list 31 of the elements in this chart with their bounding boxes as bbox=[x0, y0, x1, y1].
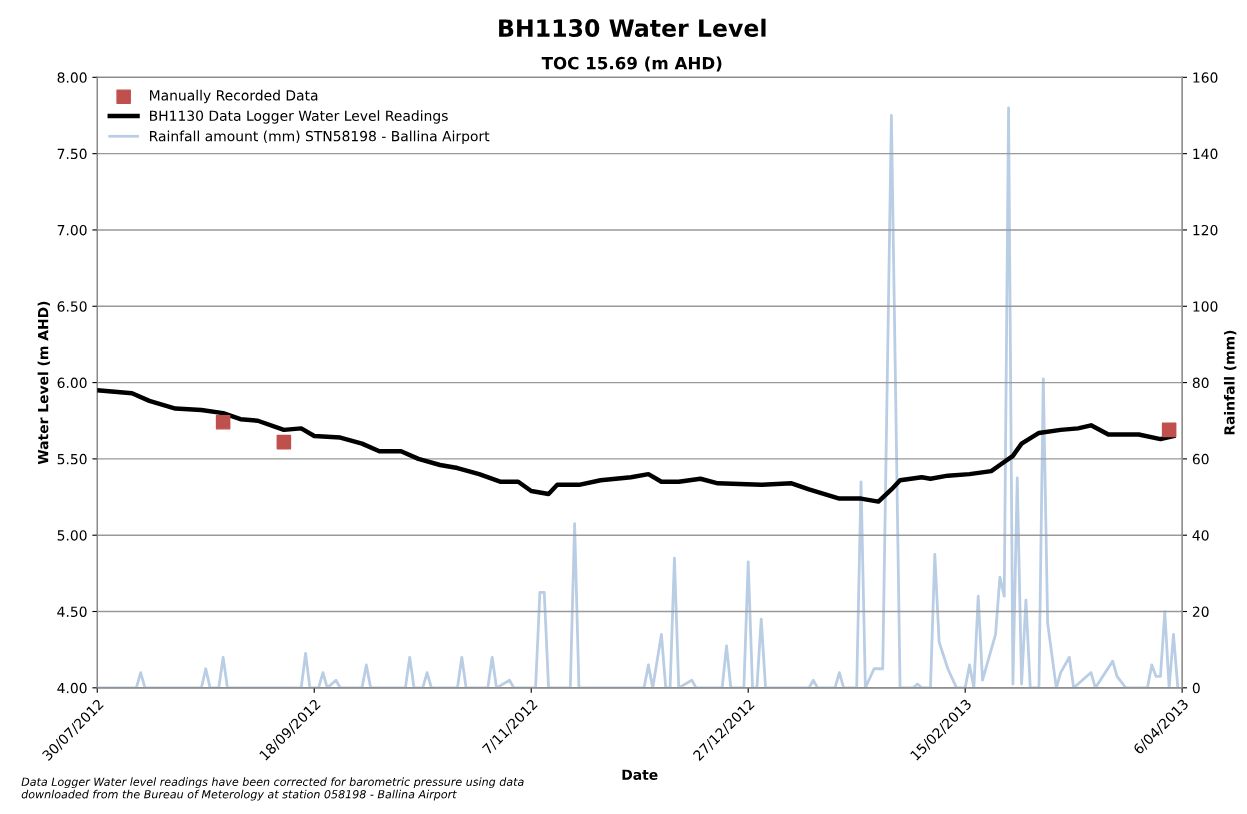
point bbox=[276, 434, 292, 450]
chart-subtitle: TOC 15.69 (m AHD) bbox=[541, 56, 722, 72]
y2-tick-label: 0 bbox=[1192, 682, 1200, 694]
y-tick-label: 6.00 bbox=[57, 377, 87, 389]
legend-label: Rainfall amount (mm) STN58198 - Ballina Airport bbox=[150, 130, 490, 145]
y2-axis-title: Rainfall (mm) bbox=[1223, 330, 1237, 435]
point bbox=[1161, 422, 1177, 438]
y2-tick-label: 60 bbox=[1192, 453, 1209, 465]
chart-title: BH1130 Water Level bbox=[499, 18, 766, 37]
y2-tick-label: 80 bbox=[1192, 377, 1209, 389]
y-tick-label: 4.00 bbox=[57, 682, 87, 694]
point bbox=[215, 414, 231, 430]
y-axis-title: Water Level (m AHD) bbox=[37, 301, 51, 465]
y2-tick-label: 160 bbox=[1193, 72, 1218, 83]
y-tick-label: 7.50 bbox=[57, 148, 87, 160]
x-axis-title: Date bbox=[622, 769, 658, 780]
y-tick-label: 7.00 bbox=[57, 224, 87, 236]
y-tick-label: 5.00 bbox=[57, 530, 87, 541]
y-tick-label: 5.50 bbox=[57, 453, 87, 465]
legend-label: BH1130 Data Logger Water Level Readings bbox=[150, 110, 448, 124]
y2-tick-label: 100 bbox=[1193, 301, 1218, 312]
text: Data Logger Water level readings have been corrected for barometric pressure using data downloaded from the Bureau of Meterology at station 058198 - Ballina Airport bbox=[21, 777, 524, 801]
y-tick-label: 8.00 bbox=[57, 72, 87, 83]
y-tick-label: 4.50 bbox=[57, 606, 87, 617]
y2-tick-label: 20 bbox=[1192, 606, 1209, 617]
y2-tick-label: 120 bbox=[1193, 224, 1218, 236]
line-series bbox=[97, 387, 1176, 504]
y2-tick-label: 40 bbox=[1192, 530, 1209, 541]
y2-tick-label: 140 bbox=[1193, 148, 1218, 160]
y-tick-label: 6.50 bbox=[57, 301, 87, 312]
legend-label: Manually Recorded Data bbox=[150, 89, 318, 104]
